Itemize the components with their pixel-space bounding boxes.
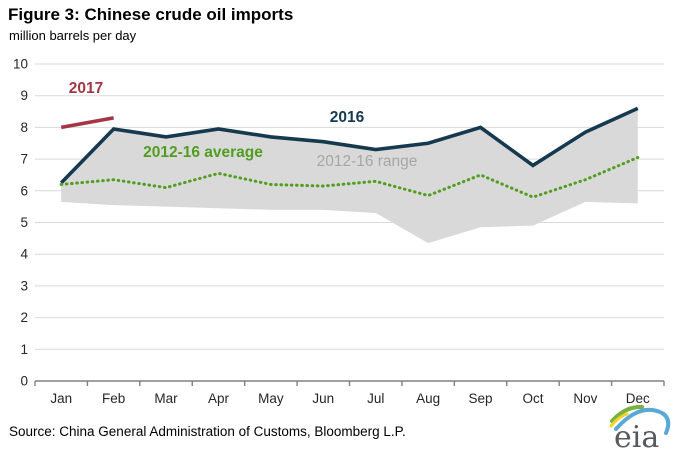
eia-logo-green-arc: [610, 404, 644, 423]
x-tick-label: Aug: [416, 391, 440, 406]
x-tick-label: Dec: [626, 391, 650, 406]
y-tick-label: 0: [20, 374, 28, 389]
y-tick-label: 4: [20, 247, 28, 262]
x-tick-label: Jun: [312, 391, 334, 406]
area-range-2012-16: [61, 108, 638, 244]
x-tick-label: Jan: [50, 391, 72, 406]
x-tick-label: Apr: [208, 391, 230, 406]
x-tick-label: May: [258, 391, 284, 406]
eia-logo: eia: [609, 404, 671, 452]
eia-logo-blue-arc: [614, 407, 671, 435]
y-tick-label: 7: [20, 152, 28, 167]
x-tick-label: Sep: [469, 391, 493, 406]
series-label-2017: 2017: [69, 80, 103, 97]
line-2016: [59, 106, 639, 185]
y-tick-label: 3: [20, 278, 28, 293]
source-note: Source: China General Administration of …: [9, 424, 406, 439]
x-tick-label: Oct: [522, 391, 543, 406]
x-tick-label: Jul: [367, 391, 384, 406]
figure-units-label: million barrels per day: [9, 28, 137, 43]
series-label-2016: 2016: [330, 109, 365, 126]
eia-logo-yellow-arc: [609, 412, 629, 428]
y-tick-label: 10: [13, 57, 28, 72]
series-label-2012-16-average: 2012-16 average: [143, 144, 263, 161]
figure-title: Figure 3: Chinese crude oil imports: [8, 5, 294, 24]
x-tick-label: Mar: [154, 391, 178, 406]
x-tick-label: Nov: [573, 391, 597, 406]
y-tick-label: 5: [20, 215, 28, 230]
y-tick-label: 1: [20, 342, 28, 357]
line-2012-16-average: [59, 156, 640, 199]
line-2017: [60, 116, 114, 130]
series-label-2012-16-range: 2012-16 range: [317, 153, 418, 170]
eia-logo-text: eia: [614, 420, 659, 452]
y-tick-label: 2: [20, 310, 28, 325]
y-tick-label: 8: [20, 120, 28, 135]
y-tick-label: 6: [20, 183, 28, 198]
y-tick-label: 9: [20, 88, 28, 103]
x-tick-label: Feb: [102, 391, 125, 406]
